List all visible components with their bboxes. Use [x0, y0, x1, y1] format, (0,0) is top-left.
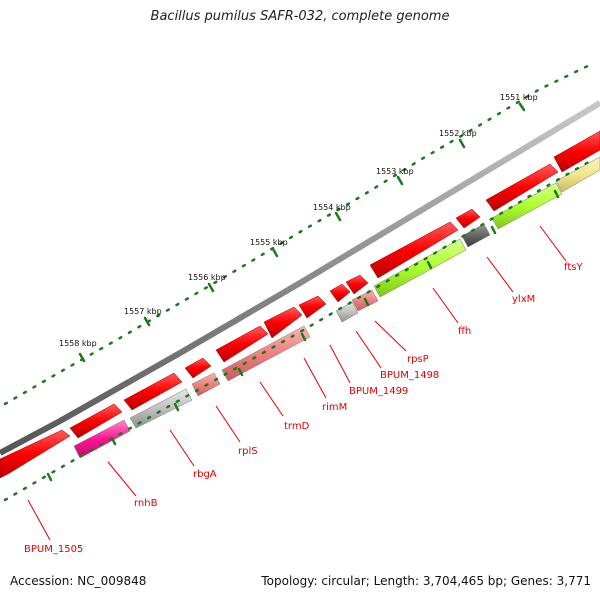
- gene-bar-ffh: [373, 238, 467, 298]
- map-title: Bacillus pumilus SAFR-032, complete geno…: [150, 9, 450, 24]
- gene-bar-ftsy: [491, 182, 563, 230]
- tick-label-1553: 1553 kbp: [376, 167, 414, 176]
- tick-label-1558: 1558 kbp: [59, 339, 97, 348]
- forward-gene-4: [184, 357, 212, 379]
- reverse-strand-genes: [73, 156, 600, 459]
- outer-ruler: [3, 62, 594, 406]
- forward-gene-2: [69, 403, 123, 439]
- gene-bar-rbga: [129, 388, 193, 429]
- gene-label-bpum1505: BPUM_1505: [24, 544, 83, 555]
- forward-strand-genes: [0, 130, 600, 479]
- gene-label-ffh: ffh: [458, 326, 471, 337]
- tick-label-1557: 1557 kbp: [124, 307, 162, 316]
- gene-bar-trmd: [221, 325, 311, 382]
- gene-label-rimm: rimM: [322, 402, 347, 413]
- forward-gene-10: [369, 221, 459, 279]
- forward-gene-7: [298, 295, 327, 319]
- tick-label-1555: 1555 kbp: [250, 238, 288, 247]
- gene-label-bpum1499: BPUM_1499: [349, 386, 408, 397]
- tick-label-1556: 1556 kbp: [188, 273, 226, 282]
- gene-label-rbga: rbgA: [193, 469, 217, 480]
- tick-label-1554: 1554 kbp: [313, 203, 351, 212]
- gene-label-rpsp: rpsP: [407, 354, 429, 365]
- tick-label-1551: 1551 kbp: [500, 93, 538, 102]
- forward-gene-6: [263, 306, 303, 339]
- accession-text: Accession: NC_009848: [10, 574, 147, 588]
- gene-label-ylxm: ylxM: [512, 294, 535, 305]
- gene-label-rpls: rplS: [238, 446, 258, 457]
- forward-gene-9: [345, 274, 369, 295]
- forward-gene-1: [0, 429, 71, 479]
- inner-ruler: [3, 158, 594, 502]
- inner-major-ticks: [46, 189, 560, 482]
- gene-label-rnhb: rnhB: [134, 498, 158, 509]
- label-leaders: [27, 225, 567, 541]
- forward-gene-13: [553, 130, 600, 173]
- tick-label-1552: 1552 kbp: [439, 129, 477, 138]
- genome-summary-text: Topology: circular; Length: 3,704,465 bp…: [261, 574, 591, 588]
- gene-bar-bpum1499: [335, 301, 359, 323]
- gene-label-trmd: trmD: [284, 421, 310, 432]
- gene-label-ftsy: ftsY: [564, 262, 583, 273]
- gene-label-bpum1498: BPUM_1498: [380, 370, 439, 381]
- forward-gene-8: [329, 283, 351, 303]
- gene-bar-next: [555, 156, 600, 193]
- forward-gene-3: [123, 372, 183, 411]
- forward-gene-12: [485, 163, 559, 212]
- outer-major-ticks: [78, 102, 526, 363]
- gene-bar-rnhb: [73, 419, 131, 459]
- genome-backbone: [0, 100, 600, 456]
- forward-gene-5: [215, 325, 269, 363]
- gene-bar-ylxm: [461, 223, 491, 248]
- forward-gene-11: [455, 208, 481, 229]
